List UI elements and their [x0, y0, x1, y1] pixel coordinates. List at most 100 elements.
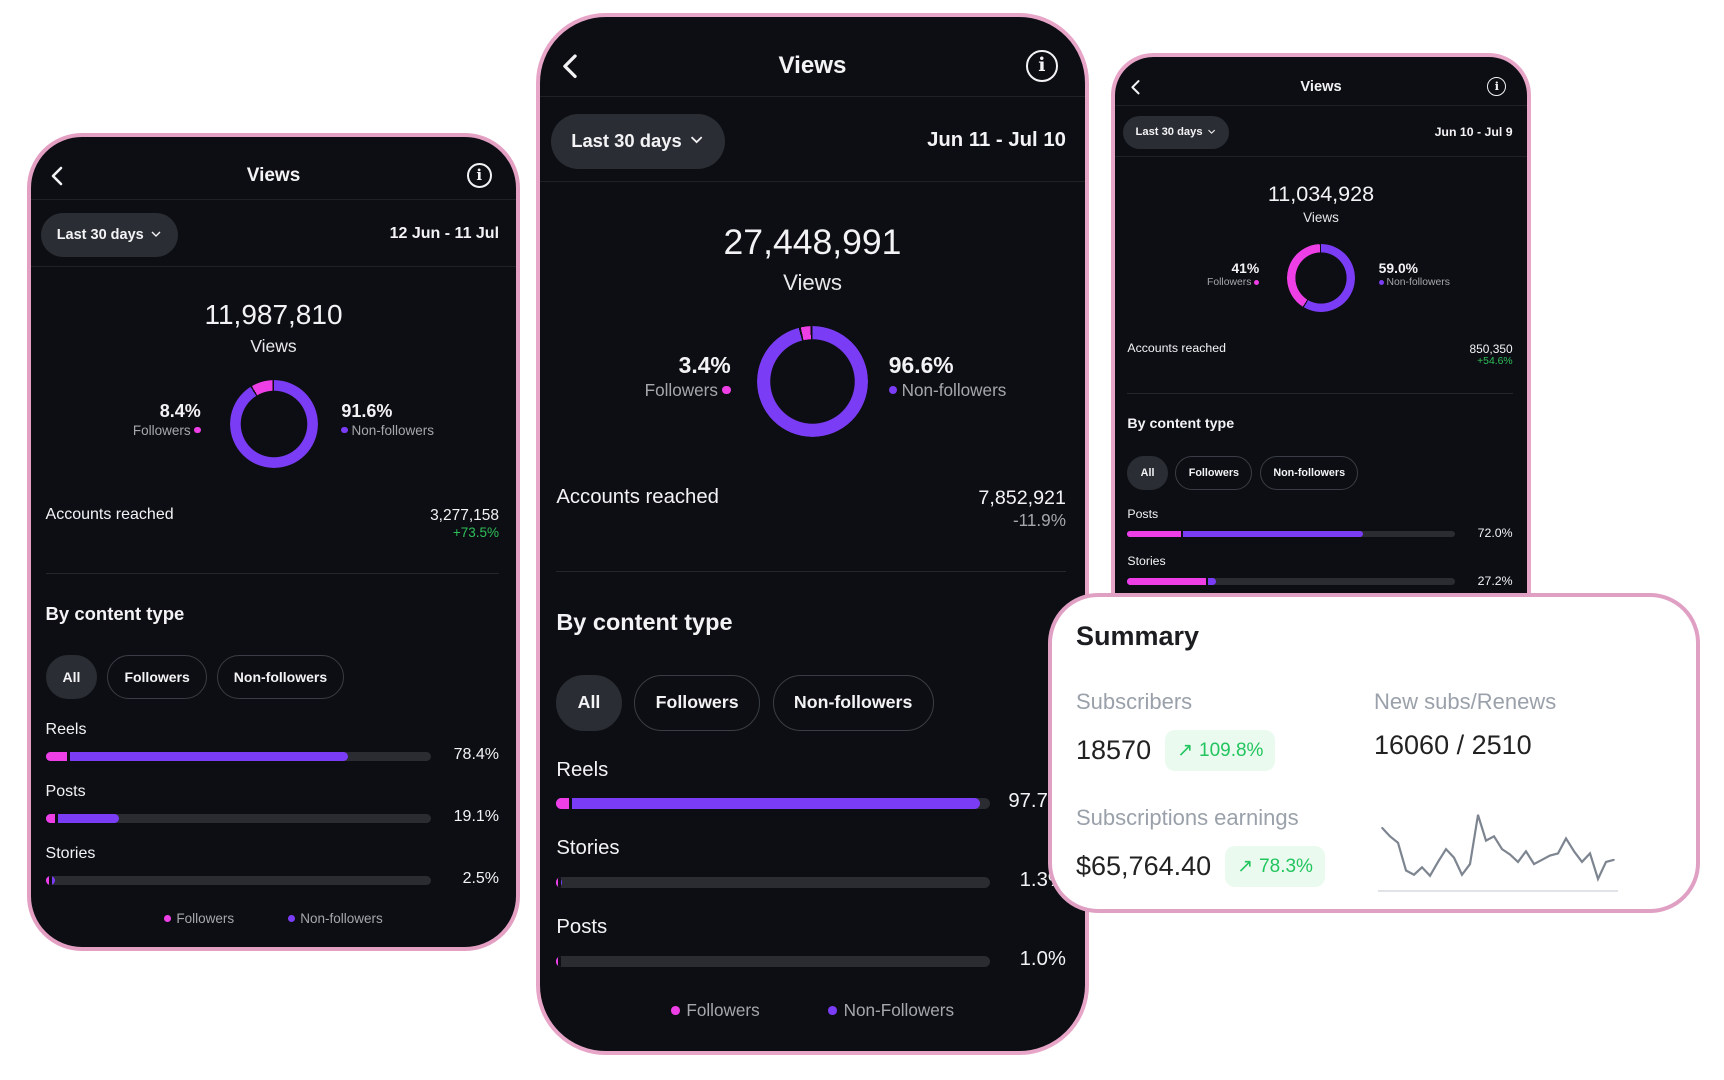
- followers-percent: 41%: [1231, 260, 1260, 277]
- content-type-heading: By content type: [1127, 415, 1235, 432]
- content-row-percent: 27.2%: [1477, 573, 1513, 588]
- accounts-reached-value: 850,350: [1469, 341, 1513, 356]
- subscribers-change: 109.8%: [1199, 739, 1264, 761]
- filter-tab-non-followers[interactable]: Non-followers: [216, 655, 345, 699]
- arrow-up-right-icon: ↗: [1177, 740, 1194, 761]
- filter-tab-followers[interactable]: Followers: [634, 674, 760, 731]
- chevron-left-icon[interactable]: [1127, 78, 1145, 96]
- date-range-text: Jun 11 - Jul 10: [927, 128, 1066, 151]
- sparkline-point: [1381, 827, 1383, 829]
- date-range-dropdown-label: Last 30 days: [571, 130, 682, 152]
- sparkline-point: [1461, 873, 1463, 876]
- legend-dot: [288, 915, 295, 922]
- content-bar-track: [45, 876, 432, 885]
- followers-dot: [722, 385, 731, 395]
- sparkline-point: [1485, 839, 1487, 842]
- info-glyph: i: [1494, 79, 1499, 94]
- legend-item: Followers: [670, 1000, 760, 1021]
- header-divider: [540, 95, 1085, 97]
- non-followers-dot: [888, 385, 898, 395]
- filter-tab-all[interactable]: All: [1127, 455, 1168, 490]
- filter-tab-all[interactable]: All: [45, 655, 98, 699]
- content-bar-track: [556, 876, 990, 889]
- non-followers-percent: 96.6%: [888, 352, 954, 379]
- legend-item: Non-followers: [288, 911, 383, 926]
- date-range-dropdown[interactable]: Last 30 days: [1123, 115, 1229, 150]
- filter-tab-label: All: [1140, 466, 1155, 479]
- filter-divider: [1115, 156, 1527, 158]
- views-label: Views: [250, 336, 297, 356]
- content-bar-non-followers: [45, 814, 120, 823]
- filter-tab-all[interactable]: All: [556, 674, 622, 731]
- sparkline-series: [1381, 814, 1615, 883]
- content-row-label: Stories: [45, 845, 96, 862]
- filter-tab-label: Followers: [655, 692, 739, 713]
- sparkline-point: [1453, 856, 1455, 859]
- filter-tab-followers[interactable]: Followers: [107, 655, 207, 699]
- phone-screen-mid: Views i Last 30 days Jun 11 - Jul 10 27,448,…: [536, 13, 1089, 1055]
- sparkline-point: [1397, 841, 1399, 844]
- content-bar-track: [1127, 578, 1455, 586]
- filter-tab-label: Non-followers: [1273, 466, 1346, 479]
- followers-legend: Followers: [133, 423, 201, 438]
- sparkline-point: [1557, 852, 1559, 855]
- sparkline-point: [1525, 850, 1527, 853]
- date-range-dropdown-label: Last 30 days: [1135, 126, 1203, 139]
- chevron-down-icon: [1207, 127, 1216, 138]
- non-followers-legend: Non-followers: [341, 423, 434, 438]
- non-followers-share: 59.0% Non-followers: [1378, 260, 1450, 288]
- date-range-dropdown[interactable]: Last 30 days: [550, 113, 725, 170]
- chevron-left-icon[interactable]: [46, 164, 70, 188]
- info-circle-icon[interactable]: i: [466, 163, 492, 188]
- non-followers-legend: Non-followers: [888, 380, 1006, 401]
- legend-label: Non-Followers: [843, 999, 955, 1020]
- content-bar-followers: [45, 752, 70, 761]
- total-views: 11,034,928: [1267, 181, 1375, 207]
- followers-label: Followers: [1207, 276, 1252, 288]
- sparkline-point: [1533, 863, 1535, 865]
- summary-card: Summary Subscribers 18570 ↗ 109.8% New s…: [1048, 593, 1700, 913]
- total-views: 11,987,810: [204, 299, 343, 330]
- info-circle-icon[interactable]: i: [1487, 77, 1507, 97]
- accounts-reached-change: +73.5%: [452, 525, 500, 540]
- non-followers-legend: Non-followers: [1378, 276, 1450, 288]
- non-followers-dot: [1378, 279, 1384, 285]
- new-subs-label: New subs/Renews: [1374, 689, 1557, 714]
- sparkline-point: [1589, 852, 1591, 855]
- bar-legend: Followers Non-followers: [31, 911, 516, 926]
- views-label: Views: [783, 269, 842, 295]
- page-title: Views: [246, 165, 301, 186]
- summary-title: Summary: [1076, 621, 1200, 651]
- views-label: Views: [1303, 210, 1339, 226]
- content-row-label: Posts: [45, 783, 86, 800]
- content-row-label: Posts: [1127, 506, 1159, 521]
- content-type-heading: By content type: [556, 608, 733, 635]
- date-range-dropdown[interactable]: Last 30 days: [40, 213, 178, 257]
- non-followers-dot: [341, 426, 349, 434]
- page-title: Views: [1300, 78, 1342, 95]
- section-divider: [45, 573, 500, 574]
- content-row-label: Stories: [1127, 554, 1166, 569]
- followers-dot: [194, 426, 201, 434]
- info-circle-icon[interactable]: i: [1026, 50, 1058, 82]
- followers-legend: Followers: [645, 380, 731, 401]
- filter-tab-non-followers[interactable]: Non-followers: [772, 674, 934, 731]
- filter-tab-followers[interactable]: Followers: [1175, 455, 1253, 490]
- non-followers-label: Non-followers: [1386, 276, 1450, 288]
- accounts-reached-label: Accounts reached: [1127, 341, 1226, 356]
- chevron-left-icon[interactable]: [556, 51, 586, 81]
- followers-dot: [1254, 279, 1260, 285]
- section-divider: [1127, 392, 1513, 394]
- date-range-dropdown-label: Last 30 days: [56, 227, 144, 243]
- filter-divider: [540, 180, 1085, 182]
- content-type-heading: By content type: [45, 603, 185, 624]
- followers-label: Followers: [644, 379, 718, 400]
- filter-tab-non-followers[interactable]: Non-followers: [1260, 455, 1359, 490]
- accounts-reached-change: +54.6%: [1477, 355, 1513, 367]
- accounts-reached-value: 3,277,158: [430, 507, 500, 524]
- legend-dot: [164, 915, 171, 922]
- filter-tab-label: Non-followers: [793, 692, 913, 713]
- page-title: Views: [778, 52, 847, 80]
- followers-share: 3.4% Followers: [645, 352, 731, 400]
- sparkline-point: [1549, 854, 1551, 857]
